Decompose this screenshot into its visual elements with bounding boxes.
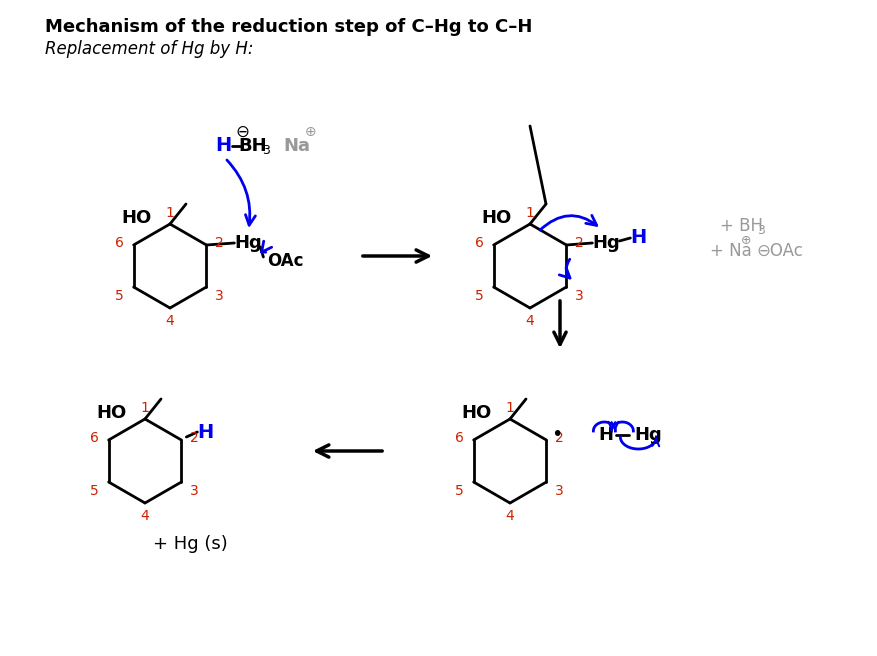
Text: H: H — [630, 228, 645, 247]
Text: Replacement of Hg by H:: Replacement of Hg by H: — [45, 40, 253, 58]
Text: 6: 6 — [474, 236, 483, 250]
Text: 5: 5 — [90, 484, 99, 498]
Text: 6: 6 — [115, 236, 124, 250]
Text: 2: 2 — [554, 431, 563, 445]
Text: Mechanism of the reduction step of C–Hg to C–H: Mechanism of the reduction step of C–Hg … — [45, 18, 531, 36]
Text: H: H — [598, 426, 613, 444]
Text: •: • — [550, 426, 561, 445]
Text: 6: 6 — [454, 431, 464, 445]
Text: HO: HO — [122, 209, 152, 227]
Text: 4: 4 — [525, 314, 534, 328]
Text: 4: 4 — [166, 314, 175, 328]
Text: 2: 2 — [189, 431, 198, 445]
Text: HO: HO — [96, 404, 127, 422]
Text: 5: 5 — [115, 289, 124, 303]
Text: 3: 3 — [261, 144, 269, 157]
Text: HO: HO — [461, 404, 492, 422]
Text: 3: 3 — [189, 484, 198, 498]
Text: ⊕: ⊕ — [740, 234, 751, 247]
Text: ⊕: ⊕ — [305, 125, 317, 139]
Text: OAc: OAc — [267, 252, 303, 270]
Text: 3: 3 — [215, 289, 224, 303]
Text: 1: 1 — [140, 401, 149, 415]
Text: H: H — [197, 422, 213, 441]
Text: BH: BH — [239, 137, 267, 155]
Text: ⊖OAc: ⊖OAc — [755, 242, 802, 260]
Text: Na: Na — [283, 137, 310, 155]
Text: 5: 5 — [455, 484, 463, 498]
Text: Hg: Hg — [634, 426, 661, 444]
Text: 4: 4 — [140, 509, 149, 523]
Text: ⊖: ⊖ — [235, 123, 249, 141]
Text: 1: 1 — [505, 401, 514, 415]
Text: 1: 1 — [525, 206, 534, 220]
Text: Hg: Hg — [592, 234, 619, 252]
Text: + Na: + Na — [709, 242, 751, 260]
Text: 4: 4 — [505, 509, 514, 523]
Text: + Hg (s): + Hg (s) — [153, 535, 227, 553]
Text: 1: 1 — [166, 206, 175, 220]
Text: + BH: + BH — [719, 217, 762, 235]
Text: 3: 3 — [554, 484, 563, 498]
Text: Hg: Hg — [234, 234, 262, 252]
Text: 5: 5 — [474, 289, 483, 303]
Text: 3: 3 — [574, 289, 583, 303]
Text: 6: 6 — [90, 431, 99, 445]
Text: 3: 3 — [756, 224, 764, 237]
Text: 2: 2 — [215, 236, 224, 250]
Text: H: H — [215, 136, 231, 155]
Text: 2: 2 — [574, 236, 583, 250]
Text: HO: HO — [481, 209, 511, 227]
